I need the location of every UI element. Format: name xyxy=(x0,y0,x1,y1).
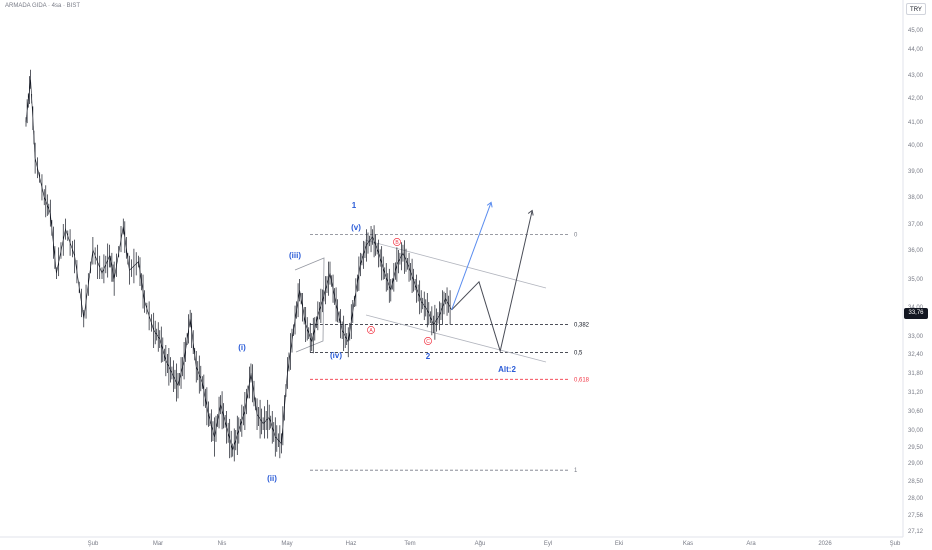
abc-label: C xyxy=(426,339,430,345)
price-tick-label: 36,00 xyxy=(908,248,924,254)
time-tick-label: Ağu xyxy=(475,541,486,547)
symbol-title: ARMADA GIDA · 4sa · BIST xyxy=(5,3,81,9)
wave-label: (i) xyxy=(238,343,246,352)
price-tick-label: 39,00 xyxy=(908,169,924,175)
fib-level-label: 0,5 xyxy=(574,351,583,357)
wave-label: (iii) xyxy=(289,251,301,260)
time-tick-label: Tem xyxy=(404,541,415,547)
price-tick-label: 27,12 xyxy=(908,529,924,535)
time-tick-label: May xyxy=(281,541,292,547)
price-tick-label: 43,00 xyxy=(908,73,924,79)
wedge-outline xyxy=(294,257,325,353)
price-tick-label: 31,20 xyxy=(908,390,924,396)
trend-channel xyxy=(294,239,547,363)
price-tick-label: 45,00 xyxy=(908,28,924,34)
price-tick-label: 38,00 xyxy=(908,195,924,201)
wave-label: 2 xyxy=(426,352,431,361)
time-tick-label: Şub xyxy=(890,541,901,547)
fib-level-label: 0,382 xyxy=(574,322,590,328)
time-tick-label: Nis xyxy=(218,541,227,547)
abc-circle xyxy=(393,238,401,246)
price-tick-label: 30,60 xyxy=(908,409,924,415)
time-tick-label: Haz xyxy=(346,541,357,547)
price-series xyxy=(25,69,452,462)
alt-projection-path xyxy=(451,202,492,311)
alt-arrow-head xyxy=(486,201,493,208)
time-tick-label: Kas xyxy=(683,541,693,547)
fibonacci-levels: 0 0,382 0,5 0,618 1 xyxy=(310,232,590,474)
abc-label: A xyxy=(369,328,373,334)
price-tick-label: 44,00 xyxy=(908,47,924,53)
wave-labels: (i) (ii) (iii) (iv) (v) 1 2 Alt:2 A B C xyxy=(238,201,516,483)
price-tick-label: 40,00 xyxy=(908,143,924,149)
fib-level-label: 1 xyxy=(574,468,578,474)
chart-grid xyxy=(0,0,904,538)
price-tick-label: 37,00 xyxy=(908,222,924,228)
abc-circle xyxy=(367,326,375,334)
abc-circle xyxy=(424,337,432,345)
time-tick-label: Eyl xyxy=(544,541,552,547)
main-arrow-head xyxy=(527,209,534,216)
price-tick-label: 33,00 xyxy=(908,334,924,340)
price-axis[interactable]: 45,00 44,00 43,00 42,00 41,00 40,00 39,00 38,00… xyxy=(908,28,924,535)
time-tick-label: Eki xyxy=(615,541,623,547)
price-tick-label: 31,80 xyxy=(908,371,924,377)
time-axis[interactable]: Şub Mar Nis May Haz Tem Ağu Eyl Eki Kas Ara 2026 Şub xyxy=(88,541,901,547)
price-tick-label: 29,00 xyxy=(908,461,924,467)
fib-level-label: 0,618 xyxy=(574,377,590,383)
price-tick-label: 27,56 xyxy=(908,513,924,519)
wave-projection xyxy=(451,201,534,353)
price-line xyxy=(25,79,452,452)
time-tick-label: Ara xyxy=(746,541,756,547)
fib-level-label: 0 xyxy=(574,232,578,238)
wave-label: 1 xyxy=(352,201,357,210)
price-tick-label: 30,00 xyxy=(908,428,924,434)
channel-upper-line xyxy=(364,239,547,289)
time-tick-label: Şub xyxy=(88,541,99,547)
time-tick-label: 2026 xyxy=(818,541,832,547)
price-tick-label: 42,00 xyxy=(908,96,924,102)
channel-lower-line xyxy=(365,314,547,363)
wave-label: (v) xyxy=(351,223,361,232)
price-tick-label: 32,40 xyxy=(908,352,924,358)
wave-label: (ii) xyxy=(267,474,277,483)
currency-badge[interactable]: TRY xyxy=(906,3,926,15)
price-tick-label: 35,00 xyxy=(908,277,924,283)
wave-label: (iv) xyxy=(330,351,342,360)
wave-label: Alt:2 xyxy=(498,365,516,374)
price-tick-label: 29,50 xyxy=(908,445,924,451)
price-tick-label: 41,00 xyxy=(908,120,924,126)
last-price-badge: 33,76 xyxy=(904,308,928,319)
price-tick-label: 28,00 xyxy=(908,496,924,502)
main-projection-path xyxy=(451,210,533,353)
time-tick-label: Mar xyxy=(153,541,163,547)
price-tick-label: 28,50 xyxy=(908,479,924,485)
abc-label: B xyxy=(395,240,399,246)
